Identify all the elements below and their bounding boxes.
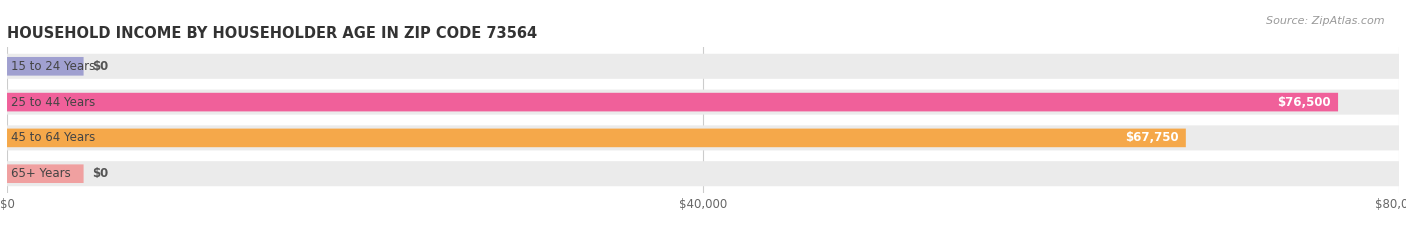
Text: $67,750: $67,750 (1125, 131, 1178, 144)
Text: HOUSEHOLD INCOME BY HOUSEHOLDER AGE IN ZIP CODE 73564: HOUSEHOLD INCOME BY HOUSEHOLDER AGE IN Z… (7, 26, 537, 41)
Text: Source: ZipAtlas.com: Source: ZipAtlas.com (1267, 16, 1385, 26)
FancyBboxPatch shape (7, 54, 1399, 79)
Text: 45 to 64 Years: 45 to 64 Years (11, 131, 96, 144)
FancyBboxPatch shape (7, 161, 1399, 186)
FancyBboxPatch shape (7, 89, 1399, 115)
Text: $0: $0 (91, 167, 108, 180)
Text: $0: $0 (91, 60, 108, 73)
FancyBboxPatch shape (7, 129, 1185, 147)
FancyBboxPatch shape (7, 125, 1399, 151)
Text: 25 to 44 Years: 25 to 44 Years (11, 96, 96, 109)
FancyBboxPatch shape (7, 164, 83, 183)
FancyBboxPatch shape (7, 57, 83, 75)
Text: 15 to 24 Years: 15 to 24 Years (11, 60, 96, 73)
Text: 65+ Years: 65+ Years (11, 167, 70, 180)
FancyBboxPatch shape (7, 93, 1339, 111)
Text: $76,500: $76,500 (1278, 96, 1331, 109)
